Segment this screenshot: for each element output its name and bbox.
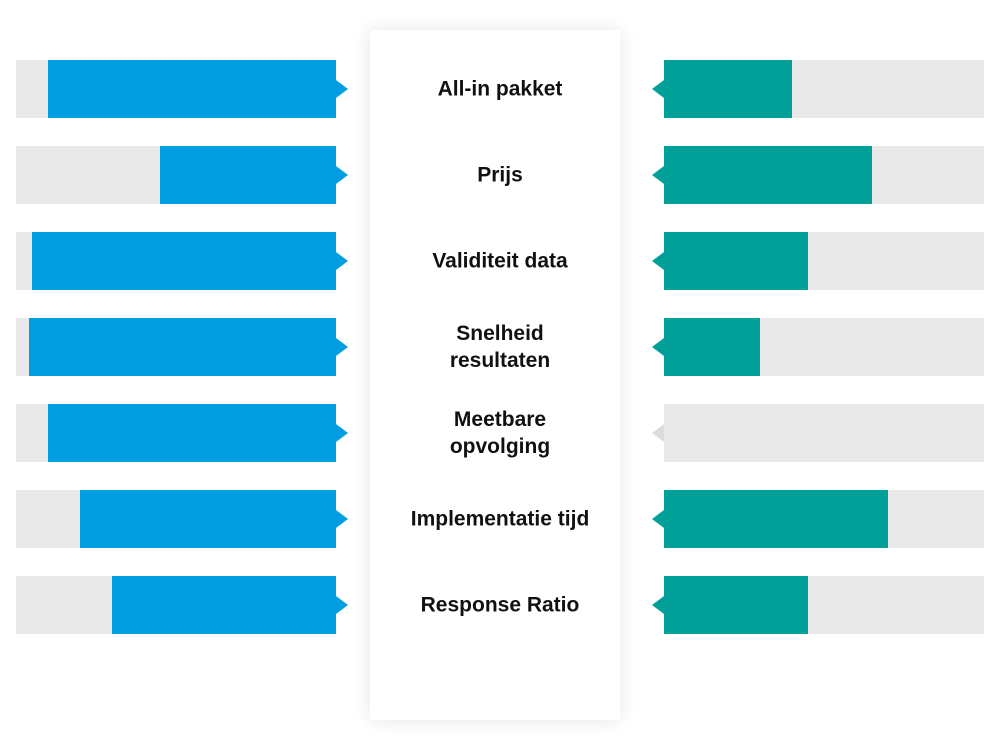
bar bbox=[664, 60, 792, 118]
arrow bbox=[652, 80, 664, 98]
arrow bbox=[336, 252, 348, 270]
arrow bbox=[652, 166, 664, 184]
bar bbox=[664, 576, 808, 634]
category-label: Prijs bbox=[477, 163, 523, 187]
track bbox=[664, 404, 984, 462]
category-label: Validiteit data bbox=[432, 249, 568, 273]
bar bbox=[32, 232, 336, 290]
bar bbox=[48, 60, 336, 118]
bar bbox=[664, 318, 760, 376]
category-label: Snelheid resultaten bbox=[449, 322, 551, 372]
category-label: Response Ratio bbox=[420, 593, 580, 617]
bar bbox=[664, 232, 808, 290]
bar bbox=[664, 146, 872, 204]
arrow bbox=[652, 596, 664, 614]
arrow bbox=[652, 510, 664, 528]
category-label: All-in pakket bbox=[437, 77, 563, 101]
arrow bbox=[652, 424, 664, 442]
bar bbox=[160, 146, 336, 204]
arrow bbox=[336, 596, 348, 614]
bar bbox=[48, 404, 336, 462]
arrow bbox=[336, 166, 348, 184]
bar bbox=[112, 576, 336, 634]
bar bbox=[28, 318, 336, 376]
arrow bbox=[336, 424, 348, 442]
category-label: Meetbare opvolging bbox=[449, 408, 551, 458]
arrow bbox=[336, 338, 348, 356]
arrow bbox=[652, 252, 664, 270]
arrow bbox=[336, 510, 348, 528]
bar bbox=[80, 490, 336, 548]
center-panel bbox=[370, 30, 620, 720]
category-label: Implementatie tijd bbox=[410, 507, 590, 531]
arrow bbox=[336, 80, 348, 98]
arrow bbox=[652, 338, 664, 356]
bar bbox=[664, 490, 888, 548]
